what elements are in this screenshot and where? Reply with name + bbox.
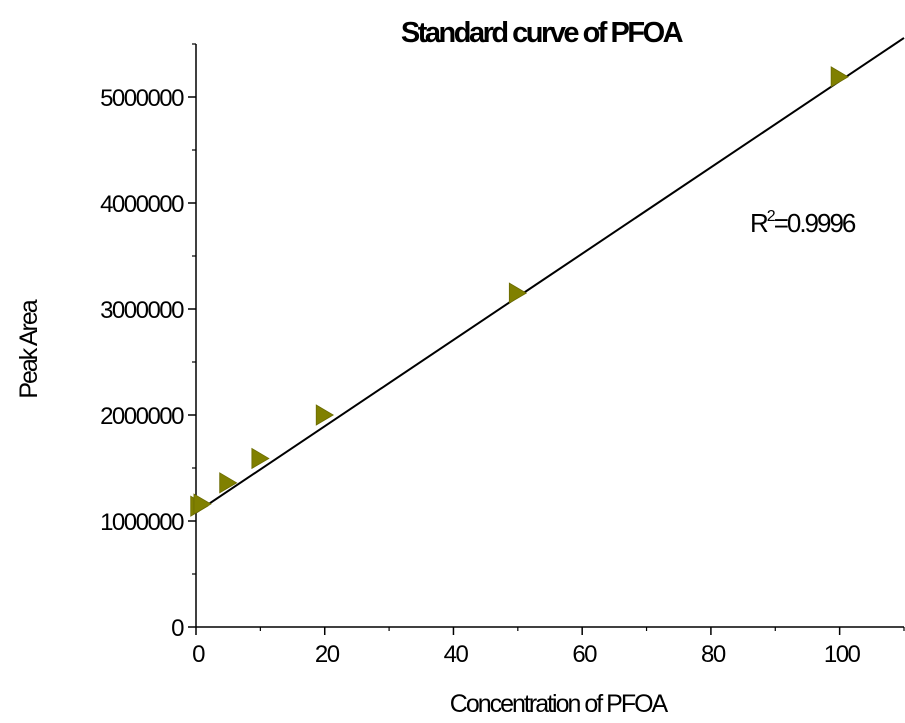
- regression-line: [195, 37, 905, 514]
- data-point: [508, 282, 528, 304]
- chart-title: Standard curve of PFOA: [401, 17, 684, 49]
- r-squared-annotation: R2=0.9996: [750, 208, 856, 238]
- x-tick-label: 100: [824, 641, 861, 668]
- x-tick-label: 80: [701, 641, 726, 668]
- data-point: [219, 472, 238, 494]
- axes-layer: 0 20 40 60 80 100 0 1000000 2000000 3000000 400000…: [100, 43, 905, 668]
- fit-line-layer: [195, 37, 905, 514]
- data-point: [830, 66, 849, 88]
- data-point: [315, 404, 335, 426]
- y-tick-label: 1000000: [100, 509, 184, 536]
- x-tick-label: 20: [315, 641, 340, 668]
- r-squared-superscript: 2: [767, 208, 776, 225]
- y-axis-label: Peak Area: [15, 299, 43, 398]
- y-tick-label: 4000000: [100, 191, 184, 218]
- y-tick-label: 0: [171, 615, 184, 642]
- r-squared-value: =0.9996: [774, 208, 856, 238]
- y-tick-label: 3000000: [100, 297, 184, 324]
- x-tick-label: 60: [572, 641, 597, 668]
- r-squared-base: R: [750, 208, 768, 238]
- data-points-layer: [190, 66, 849, 517]
- x-tick-label: 40: [444, 641, 469, 668]
- y-tick-label: 5000000: [100, 85, 184, 112]
- data-point: [193, 493, 212, 515]
- x-tick-label: 0: [192, 641, 205, 668]
- y-tick-label: 2000000: [100, 403, 184, 430]
- x-axis-label: Concentration of PFOA: [450, 690, 669, 718]
- data-point: [251, 447, 270, 470]
